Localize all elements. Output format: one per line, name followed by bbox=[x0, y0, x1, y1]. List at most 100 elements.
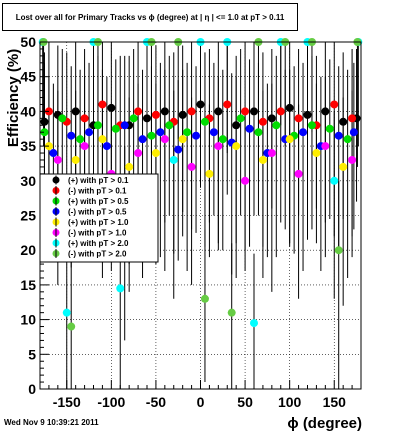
legend: (+) with pT > 0.1(-) with pT > 0.1(+) wi… bbox=[39, 173, 159, 263]
data-point bbox=[165, 121, 174, 130]
data-point bbox=[40, 128, 49, 137]
data-point bbox=[53, 155, 62, 164]
x-axis-title: ϕ (degree) bbox=[287, 415, 362, 432]
legend-entry: (+) with pT > 1.0 bbox=[68, 218, 129, 227]
legend-entry: (+) with pT > 0.1 bbox=[68, 176, 129, 185]
data-point bbox=[250, 107, 258, 116]
data-point bbox=[294, 169, 303, 178]
data-point bbox=[325, 124, 334, 133]
data-point bbox=[49, 149, 58, 158]
data-point bbox=[67, 131, 76, 140]
data-point bbox=[214, 142, 223, 151]
y-tick-label: 10 bbox=[20, 312, 36, 328]
data-points bbox=[38, 38, 363, 331]
data-point bbox=[178, 135, 187, 144]
data-point bbox=[107, 103, 116, 112]
data-point bbox=[276, 107, 285, 116]
y-tick-label: 40 bbox=[20, 103, 36, 119]
y-tick-label: 20 bbox=[20, 242, 36, 258]
timestamp: Wed Nov 9 10:39:21 2011 bbox=[4, 418, 99, 427]
legend-entry: (+) with pT > 2.0 bbox=[68, 239, 129, 248]
data-point bbox=[285, 135, 294, 144]
legend-entry: (-) with pT > 2.0 bbox=[68, 250, 127, 259]
y-tick-label: 25 bbox=[20, 208, 36, 224]
data-point bbox=[62, 308, 71, 317]
data-point bbox=[80, 114, 89, 123]
y-tick-label: 50 bbox=[20, 34, 36, 50]
data-point bbox=[40, 117, 49, 126]
data-point bbox=[93, 121, 102, 130]
data-point bbox=[267, 149, 276, 158]
data-point bbox=[143, 114, 151, 123]
data-point bbox=[285, 103, 294, 112]
data-point bbox=[209, 128, 218, 137]
chart-title: Lost over all for Primary Tracks vs ϕ (d… bbox=[15, 12, 285, 22]
data-point bbox=[245, 124, 254, 133]
legend-entry: (+) with pT > 0.5 bbox=[68, 197, 129, 206]
y-axis-title: Efficiency (%) bbox=[5, 49, 22, 147]
data-point bbox=[147, 131, 156, 140]
data-point bbox=[258, 117, 267, 126]
data-point bbox=[321, 107, 330, 116]
data-point bbox=[80, 142, 89, 151]
data-point bbox=[307, 121, 316, 130]
data-point bbox=[205, 169, 214, 178]
data-point bbox=[125, 162, 134, 171]
data-point bbox=[71, 107, 80, 116]
data-point bbox=[299, 128, 308, 137]
data-point bbox=[349, 128, 358, 137]
data-point bbox=[120, 121, 129, 130]
data-point bbox=[111, 124, 120, 133]
y-tick-label: 5 bbox=[28, 346, 36, 362]
x-tick-label: -150 bbox=[53, 394, 81, 410]
data-point bbox=[192, 131, 201, 140]
data-point bbox=[134, 107, 143, 116]
data-point bbox=[339, 117, 348, 126]
data-point bbox=[334, 246, 343, 255]
data-point bbox=[303, 110, 312, 119]
data-point bbox=[102, 142, 111, 151]
y-tick-label: 30 bbox=[20, 173, 36, 189]
data-point bbox=[330, 100, 339, 109]
data-point bbox=[223, 100, 232, 109]
data-point bbox=[200, 294, 209, 303]
data-point bbox=[85, 128, 94, 137]
data-point bbox=[187, 107, 196, 116]
data-point bbox=[348, 155, 357, 164]
data-point bbox=[241, 176, 250, 185]
data-point bbox=[321, 142, 330, 151]
data-point bbox=[151, 110, 160, 119]
data-point bbox=[134, 149, 143, 158]
data-point bbox=[330, 176, 339, 185]
data-point bbox=[76, 135, 85, 144]
data-point bbox=[160, 135, 169, 144]
data-point bbox=[254, 128, 263, 137]
data-point bbox=[214, 107, 223, 116]
data-point bbox=[272, 121, 281, 130]
data-point bbox=[236, 114, 245, 123]
data-point bbox=[232, 142, 241, 151]
y-tick-label: 15 bbox=[20, 277, 36, 293]
chart-title-box: Lost over all for Primary Tracks vs ϕ (d… bbox=[2, 3, 298, 31]
data-point bbox=[169, 155, 178, 164]
data-point bbox=[227, 308, 236, 317]
data-point bbox=[348, 114, 357, 123]
data-point bbox=[267, 114, 276, 123]
y-tick-label: 0 bbox=[28, 381, 36, 397]
data-point bbox=[232, 121, 241, 130]
data-point bbox=[343, 135, 352, 144]
legend-entry: (-) with pT > 1.0 bbox=[68, 229, 127, 238]
data-point bbox=[218, 135, 227, 144]
x-tick-label: 150 bbox=[323, 394, 347, 410]
data-point bbox=[187, 162, 196, 171]
data-point bbox=[129, 114, 138, 123]
x-tick-label: 50 bbox=[237, 394, 253, 410]
data-point bbox=[58, 114, 67, 123]
data-point bbox=[98, 100, 107, 109]
data-point bbox=[67, 322, 76, 331]
data-point bbox=[156, 128, 165, 137]
data-point bbox=[138, 135, 147, 144]
data-point bbox=[183, 128, 192, 137]
data-point bbox=[294, 114, 303, 123]
